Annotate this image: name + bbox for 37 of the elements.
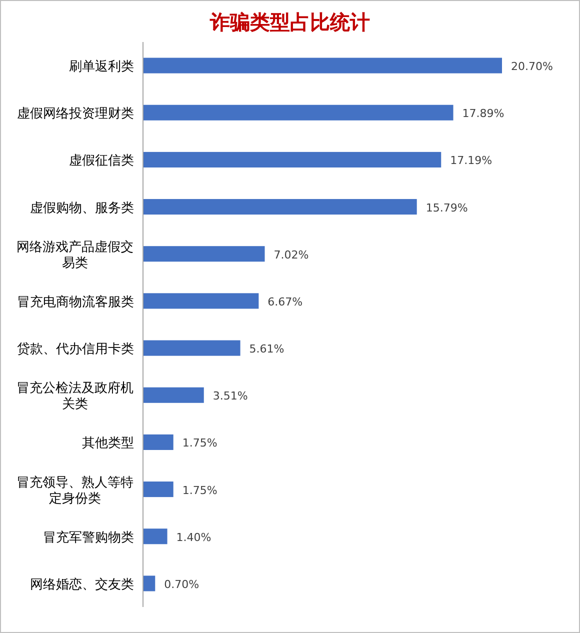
chart-title: 诈骗类型占比统计 xyxy=(209,10,370,34)
y-tick-label: 虚假购物、服务类 xyxy=(30,200,134,216)
data-label: 5.61% xyxy=(249,342,284,356)
y-tick-label: 冒充公检法及政府机关类 xyxy=(16,380,134,412)
y-tick-label: 虚假征信类 xyxy=(69,154,134,169)
bar xyxy=(143,104,454,120)
y-tick-label: 虚假网络投资理财类 xyxy=(17,106,134,122)
bar xyxy=(143,246,265,262)
bar xyxy=(143,576,156,592)
y-tick-label: 网络游戏产品虚假交易类 xyxy=(16,238,134,271)
data-label: 1.75% xyxy=(182,436,218,450)
data-label: 7.02% xyxy=(274,248,309,262)
data-label: 3.51% xyxy=(212,390,248,403)
bar xyxy=(143,340,240,356)
data-label: 20.70% xyxy=(511,60,553,74)
bar xyxy=(143,199,417,215)
y-tick-label: 网络婚恋、交友类 xyxy=(30,576,134,592)
data-label: 1.40% xyxy=(176,530,212,544)
bar xyxy=(143,528,168,544)
data-label: 15.79% xyxy=(426,201,468,214)
data-label: 17.89% xyxy=(462,107,504,120)
y-tick-label: 刷单返利类 xyxy=(69,60,134,75)
bar xyxy=(143,482,174,498)
y-tick-label: 冒充军警购物类 xyxy=(43,530,134,546)
data-label: 1.75% xyxy=(182,484,218,497)
data-label: 6.67% xyxy=(268,295,303,308)
bar xyxy=(143,387,204,403)
data-label: 17.19% xyxy=(450,154,492,168)
data-label: 0.70% xyxy=(164,578,200,591)
bar xyxy=(143,434,174,450)
y-tick-label: 其他类型 xyxy=(82,436,134,452)
y-tick-label: 冒充电商物流客服类 xyxy=(17,294,134,310)
y-tick-label: 贷款、代办信用卡类 xyxy=(17,342,134,358)
bar xyxy=(143,58,502,74)
bar xyxy=(143,293,259,309)
bar xyxy=(143,152,442,168)
y-tick-label: 冒充领导、熟人等特定身份类 xyxy=(16,475,134,506)
